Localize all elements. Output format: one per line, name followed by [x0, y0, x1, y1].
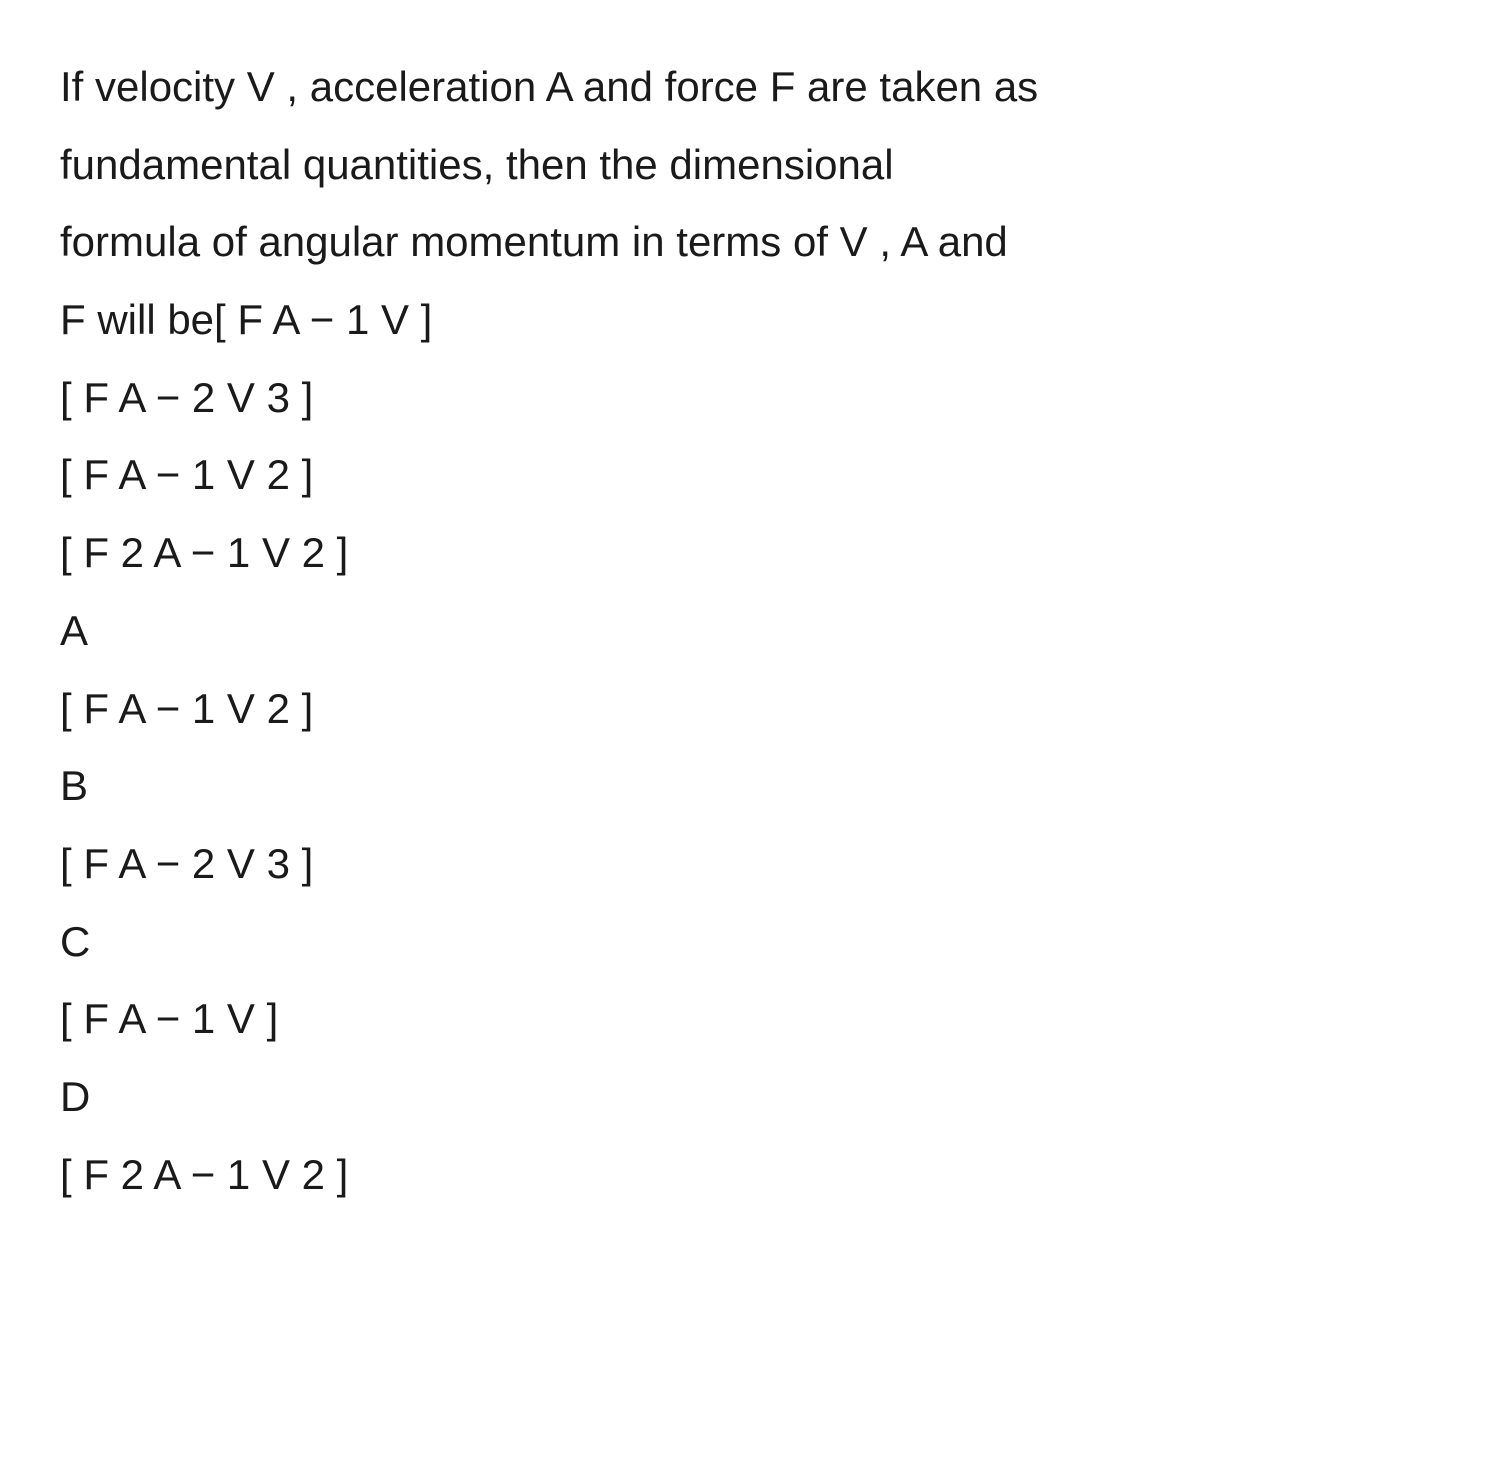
question-line-1: If velocity V , acceleration A and force… [60, 63, 1038, 110]
answer-text-a: [ F A − 1 V 2 ] [60, 670, 1440, 748]
answer-text-c: [ F A − 1 V ] [60, 980, 1440, 1058]
answer-label-c: C [60, 903, 1440, 981]
initial-option-3: [ F 2 A − 1 V 2 ] [60, 514, 1440, 592]
answer-text-d: [ F 2 A − 1 V 2 ] [60, 1136, 1440, 1214]
question-line-3: formula of angular momentum in terms of … [60, 218, 1008, 265]
question-line-4: F will be[ F A − 1 V ] [60, 296, 432, 343]
question-line-2: fundamental quantities, then the dimensi… [60, 141, 894, 188]
question-container: If velocity V , acceleration A and force… [60, 48, 1440, 1213]
answer-label-b: B [60, 747, 1440, 825]
answer-text-b: [ F A − 2 V 3 ] [60, 825, 1440, 903]
question-text: If velocity V , acceleration A and force… [60, 48, 1440, 359]
initial-option-1: [ F A − 2 V 3 ] [60, 359, 1440, 437]
initial-option-2: [ F A − 1 V 2 ] [60, 436, 1440, 514]
answer-label-d: D [60, 1058, 1440, 1136]
answer-label-a: A [60, 592, 1440, 670]
